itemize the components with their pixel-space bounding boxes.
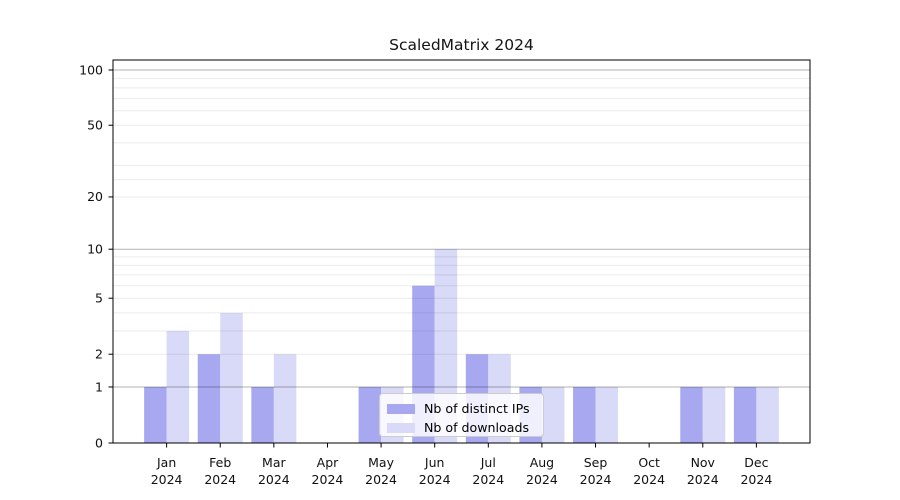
bar-distinct-ips-sep [573,386,596,443]
y-tick-label-0: 0 [95,435,103,450]
x-tick-label-year-jun: 2024 [419,472,451,487]
x-tick-label-year-sep: 2024 [580,472,612,487]
chart-title: ScaledMatrix 2024 [389,36,534,54]
bar-distinct-ips-mar [251,386,274,443]
bar-distinct-ips-jan [144,386,167,443]
legend-item-distinct-ips: Nb of distinct IPs [387,399,543,418]
x-tick-label-year-dec: 2024 [740,472,772,487]
x-tick-label-year-oct: 2024 [633,472,665,487]
x-tick-label-month-apr: Apr [317,455,339,470]
x-tick-label-month-nov: Nov [691,455,716,470]
x-tick-label-month-aug: Aug [530,455,554,470]
y-tick-label-50: 50 [87,118,103,133]
legend-swatch-downloads [387,422,415,433]
bar-distinct-ips-feb [197,354,221,443]
x-tick-label-month-dec: Dec [744,455,768,470]
legend-label-downloads: Nb of downloads [424,420,530,435]
x-tick-label-year-jul: 2024 [472,472,504,487]
bar-distinct-ips-dec [733,386,757,443]
y-tick-label-1: 1 [95,379,103,394]
x-tick-label-year-nov: 2024 [687,472,719,487]
x-tick-label-month-jan: Jan [156,455,176,470]
x-tick-label-year-apr: 2024 [312,472,344,487]
x-tick-label-month-mar: Mar [262,455,286,470]
bar-distinct-ips-nov [680,386,703,443]
x-tick-label-month-jun: Jun [424,455,445,470]
bar-downloads-sep [595,386,619,443]
bar-distinct-ips-may [358,386,382,443]
x-tick-label-year-aug: 2024 [526,472,558,487]
legend-label-distinct-ips: Nb of distinct IPs [424,401,530,416]
x-tick-label-month-oct: Oct [638,455,660,470]
bar-downloads-jan [166,330,190,443]
axes-box [112,59,811,444]
y-tick-label-5: 5 [95,290,103,305]
y-tick-label-100: 100 [79,62,103,77]
bar-downloads-mar [273,354,297,443]
x-tick-label-year-feb: 2024 [204,472,236,487]
bar-downloads-nov [702,386,726,443]
y-tick-label-2: 2 [95,347,103,362]
x-tick-label-year-mar: 2024 [258,472,290,487]
x-tick-label-year-may: 2024 [365,472,397,487]
x-tick-label-month-feb: Feb [209,455,231,470]
x-tick-label-month-sep: Sep [584,455,608,470]
bar-downloads-aug [541,386,565,443]
legend: Nb of distinct IPs Nb of downloads [379,393,544,437]
y-tick-label-10: 10 [87,241,103,256]
x-tick-label-month-may: May [368,455,394,470]
x-tick-label-month-jul: Jul [480,455,496,470]
x-tick-label-year-jan: 2024 [151,472,183,487]
y-tick-label-20: 20 [87,189,103,204]
bar-downloads-dec [756,386,779,443]
legend-item-downloads: Nb of downloads [387,418,543,437]
legend-swatch-distinct-ips [387,403,415,414]
bar-downloads-feb [220,312,243,443]
